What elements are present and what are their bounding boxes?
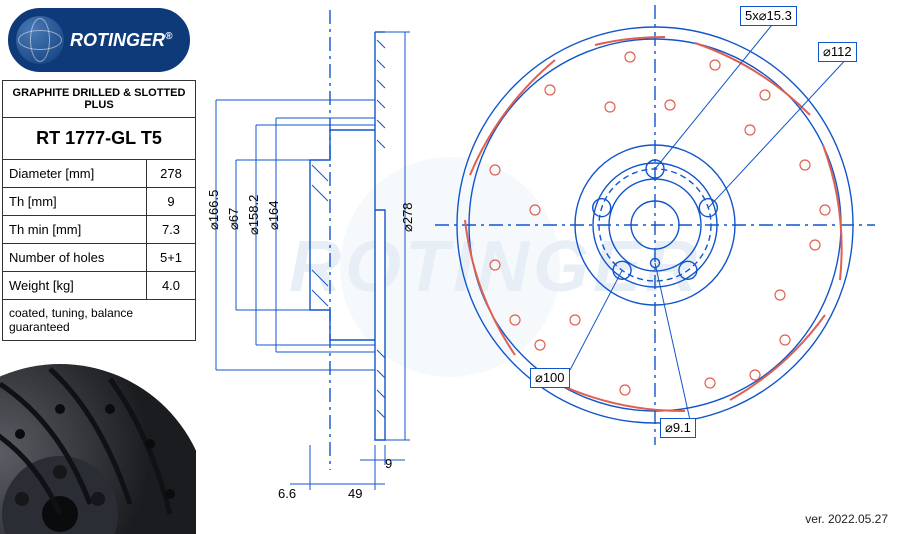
spec-label: Th min [mm] — [3, 216, 147, 243]
dim-d67: ⌀67 — [226, 208, 241, 230]
callout-holes: 5x⌀15.3 — [740, 6, 797, 26]
spec-label: Diameter [mm] — [3, 160, 147, 187]
spec-value: 278 — [147, 160, 195, 187]
spec-value: 9 — [147, 188, 195, 215]
part-number: RT 1777-GL T5 — [34, 118, 164, 159]
dim-d158-2: ⌀158.2 — [246, 195, 261, 235]
table-row: Number of holes 5+1 — [3, 244, 195, 272]
callout-small-hole: ⌀9.1 — [660, 418, 696, 438]
table-row: Weight [kg] 4.0 — [3, 272, 195, 300]
table-row: Diameter [mm] 278 — [3, 160, 195, 188]
technical-drawing: ⌀166.5 ⌀67 ⌀158.2 ⌀164 ⌀278 9 6.6 49 — [200, 0, 900, 520]
brand-logo: ROTINGER® — [8, 8, 190, 72]
callout-bore-pcd: ⌀100 — [530, 368, 570, 388]
spec-value: 5+1 — [147, 244, 195, 271]
dim-t6-6: 6.6 — [278, 486, 296, 501]
dim-t49: 49 — [348, 486, 362, 501]
spec-value: 4.0 — [147, 272, 195, 299]
product-line-title: GRAPHITE DRILLED & SLOTTED PLUS — [3, 81, 195, 117]
version-label: ver. 2022.05.27 — [805, 512, 888, 526]
dim-d166-5: ⌀166.5 — [206, 190, 221, 230]
dim-d164: ⌀164 — [266, 200, 281, 230]
logo-text: ROTINGER® — [70, 30, 172, 51]
callout-pcd: ⌀112 — [818, 42, 857, 62]
dim-d278: ⌀278 — [400, 202, 415, 232]
spec-value: 7.3 — [147, 216, 195, 243]
table-row: Th min [mm] 7.3 — [3, 216, 195, 244]
spec-table: GRAPHITE DRILLED & SLOTTED PLUS RT 1777-… — [2, 80, 196, 341]
spec-label: Number of holes — [3, 244, 147, 271]
table-row: Th [mm] 9 — [3, 188, 195, 216]
logo-globe-icon — [16, 16, 64, 64]
spec-notes: coated, tuning, balance guaranteed — [3, 300, 195, 340]
spec-label: Weight [kg] — [3, 272, 147, 299]
spec-label: Th [mm] — [3, 188, 147, 215]
product-photo — [0, 354, 196, 534]
dim-t9: 9 — [385, 456, 392, 471]
